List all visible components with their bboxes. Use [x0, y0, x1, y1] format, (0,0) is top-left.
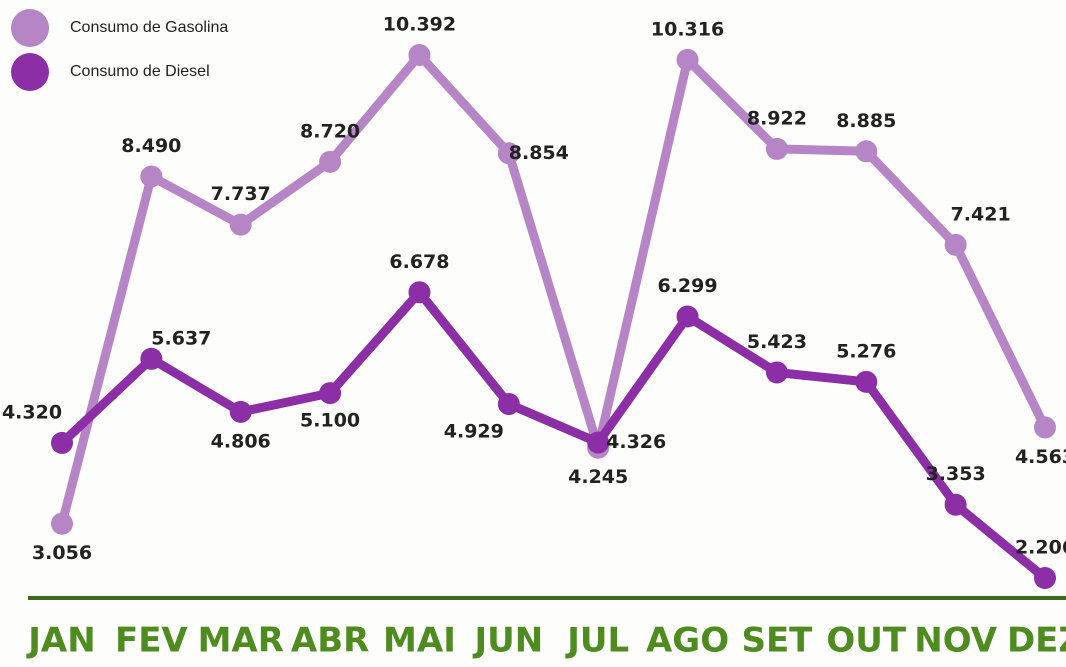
- x-tick-label: JUN: [472, 621, 543, 661]
- value-label: 6.678: [389, 251, 449, 273]
- value-label: 6.299: [657, 275, 717, 297]
- point: [319, 382, 341, 404]
- value-label: 8.854: [509, 142, 569, 164]
- x-tick-label: FEV: [115, 621, 188, 661]
- x-tick-label: NOV: [914, 621, 997, 661]
- legend-swatch: [11, 53, 49, 91]
- x-tick-label: OUT: [826, 621, 907, 661]
- value-label: 5.100: [300, 410, 360, 432]
- point: [408, 281, 430, 303]
- point: [677, 49, 699, 71]
- legend-swatch: [11, 9, 49, 47]
- value-label: 8.490: [121, 135, 181, 157]
- point: [766, 361, 788, 383]
- value-label: 4.929: [444, 421, 504, 443]
- point: [140, 166, 162, 188]
- point: [51, 432, 73, 454]
- point: [140, 348, 162, 370]
- x-tick-label: SET: [741, 621, 813, 661]
- point: [319, 151, 341, 173]
- value-label: 4.320: [2, 401, 62, 423]
- x-tick-label: ABR: [291, 621, 369, 661]
- value-label: 10.392: [383, 14, 456, 36]
- point: [408, 44, 430, 66]
- point: [1034, 567, 1056, 589]
- value-label: 4.806: [211, 430, 271, 452]
- value-label: 4.563: [1015, 446, 1066, 468]
- point: [855, 140, 877, 162]
- value-label: 8.885: [836, 110, 896, 132]
- point: [230, 214, 252, 236]
- page: Consumo de Gasolina Consumo de Diesel JAN F…: [0, 0, 1066, 667]
- value-label: 2.206: [1015, 537, 1066, 559]
- value-label: 7.737: [211, 183, 271, 205]
- value-label: 8.720: [300, 120, 360, 142]
- x-tick-label: AGO: [646, 621, 729, 661]
- point: [51, 513, 73, 535]
- point: [1034, 416, 1056, 438]
- value-label: 7.421: [951, 203, 1011, 225]
- value-label: 5.276: [836, 340, 896, 362]
- point: [945, 494, 967, 516]
- point: [945, 234, 967, 256]
- value-label: 5.423: [747, 331, 807, 353]
- x-tick-label: JAN: [26, 621, 95, 661]
- x-tick-label: DEZ: [1007, 621, 1066, 661]
- x-tick-label: JUL: [565, 621, 629, 661]
- value-label: 5.637: [151, 327, 211, 349]
- x-tick-label: MAR: [198, 621, 284, 661]
- value-label: 3.353: [926, 463, 986, 485]
- point: [855, 371, 877, 393]
- value-label: 4.245: [568, 466, 628, 488]
- point: [498, 393, 520, 415]
- point: [766, 138, 788, 160]
- value-label: 4.326: [606, 431, 666, 453]
- legend-label: Consumo de Gasolina: [70, 19, 228, 36]
- chart: Consumo de Gasolina Consumo de Diesel JAN F…: [0, 0, 1066, 667]
- legend-label: Consumo de Diesel: [70, 63, 210, 80]
- point: [230, 401, 252, 423]
- value-label: 3.056: [32, 542, 92, 564]
- point: [677, 306, 699, 328]
- value-label: 8.922: [747, 107, 807, 129]
- value-label: 10.316: [651, 18, 724, 40]
- x-tick-label: MAI: [383, 621, 456, 661]
